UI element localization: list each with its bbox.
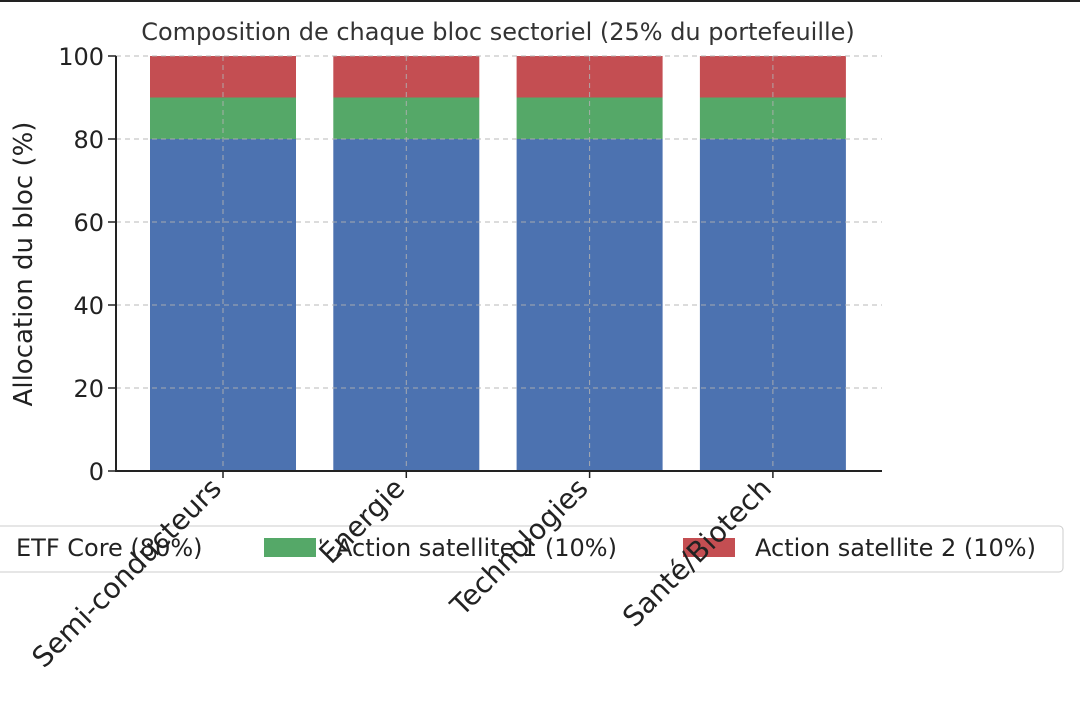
legend-swatch-3 (683, 538, 735, 557)
legend-swatch-2 (264, 538, 316, 557)
y-axis-label: Allocation du bloc (%) (9, 122, 39, 407)
chart-title: Composition de chaque bloc sectoriel (25… (141, 18, 855, 46)
y-tick-label-4: 60 (73, 209, 104, 237)
x-tick-label-1: Semi-conducteurs (25, 472, 228, 675)
y-ticks: 0 20 40 60 80 100 (58, 43, 774, 486)
legend: ETF Core (80%) Action satellite 1 (10%) Ac… (0, 525, 1064, 573)
legend-label-1: ETF Core (80%) (16, 534, 203, 562)
legend-label-2: Action satellite 1 (10%) (336, 534, 617, 562)
axes (115, 56, 882, 472)
category-labels: Semi-conducteurs Énergie Technologies Santé… (25, 471, 777, 674)
y-tick-label-3: 40 (73, 292, 104, 320)
y-tick-label-1: 0 (89, 458, 104, 486)
bars-group (150, 56, 846, 471)
y-tick-label-6: 100 (58, 43, 104, 71)
legend-box (0, 525, 1064, 573)
y-tick-label-2: 20 (73, 375, 104, 403)
legend-label-3: Action satellite 2 (10%) (755, 534, 1036, 562)
y-tick-label-5: 80 (73, 126, 104, 154)
